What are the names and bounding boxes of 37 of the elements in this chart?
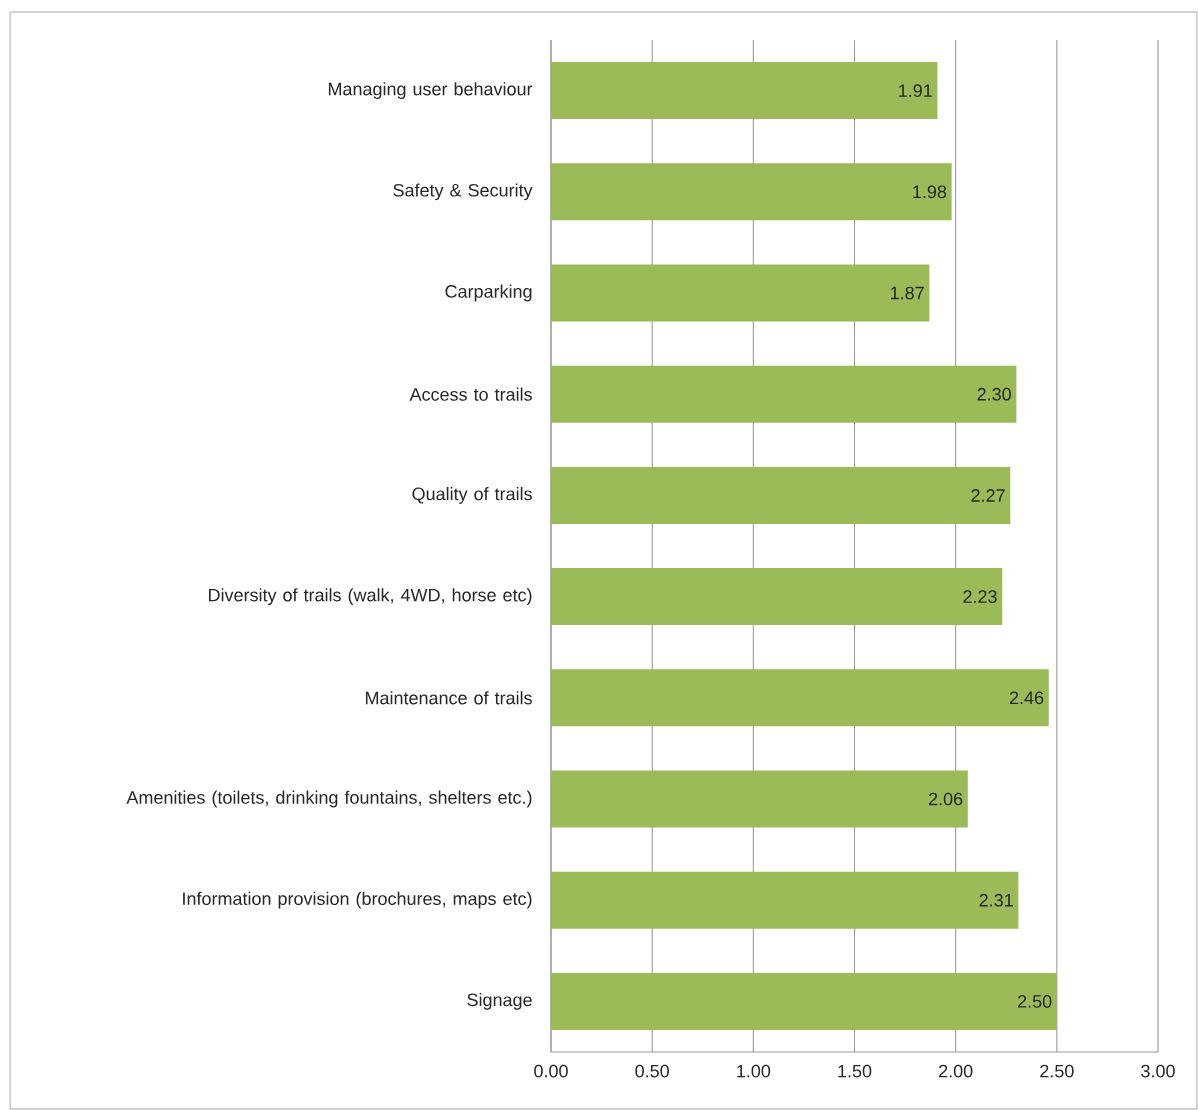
y-tick-label: Maintenance of trails <box>365 691 532 705</box>
x-tick-label: 1.50 <box>838 1064 872 1078</box>
data-label: 2.31 <box>979 893 1013 907</box>
y-tick-label: Safety & Security <box>393 183 533 201</box>
data-label: 1.87 <box>891 286 924 300</box>
bar <box>551 62 938 120</box>
data-label: 2.30 <box>977 387 1011 401</box>
data-label: 2.46 <box>1009 691 1044 705</box>
data-label: 2.50 <box>1017 995 1052 1008</box>
y-tick-label: Signage <box>467 993 532 1010</box>
y-tick-label: Information provision (brochures, maps etc) <box>183 891 532 909</box>
bar <box>551 568 1003 626</box>
x-tick-label: 2.50 <box>1040 1064 1074 1078</box>
data-label: 2.27 <box>971 489 1005 502</box>
data-label: 2.06 <box>928 792 963 806</box>
y-tick-label: Diversity of trails (walk, 4WD, horse etc) <box>209 588 532 605</box>
bar <box>551 466 1011 524</box>
y-tick-label: Carparking <box>445 284 532 302</box>
bar <box>551 669 1049 727</box>
bar <box>551 871 1019 929</box>
bar <box>551 365 1017 423</box>
x-tick-label: 0.00 <box>534 1064 568 1078</box>
bar <box>551 972 1057 1030</box>
y-tick-label: Quality of trails <box>412 487 532 504</box>
x-tick-label: 2.00 <box>939 1064 973 1078</box>
bar <box>551 163 952 221</box>
bar <box>551 264 930 322</box>
data-label: 1.98 <box>913 185 947 199</box>
x-tick-label: 1.00 <box>737 1064 771 1078</box>
data-label: 2.23 <box>963 590 997 603</box>
x-tick-label: 0.50 <box>635 1064 669 1078</box>
y-tick-label: Managing user behaviour <box>328 82 533 99</box>
y-tick-label: Access to trails <box>409 387 532 401</box>
bar <box>551 770 968 828</box>
x-tick-label: 3.00 <box>1141 1064 1175 1078</box>
y-tick-label: Amenities (toilets, drinking fountains, shelters etc.) <box>126 790 532 808</box>
data-label: 1.91 <box>899 84 932 97</box>
